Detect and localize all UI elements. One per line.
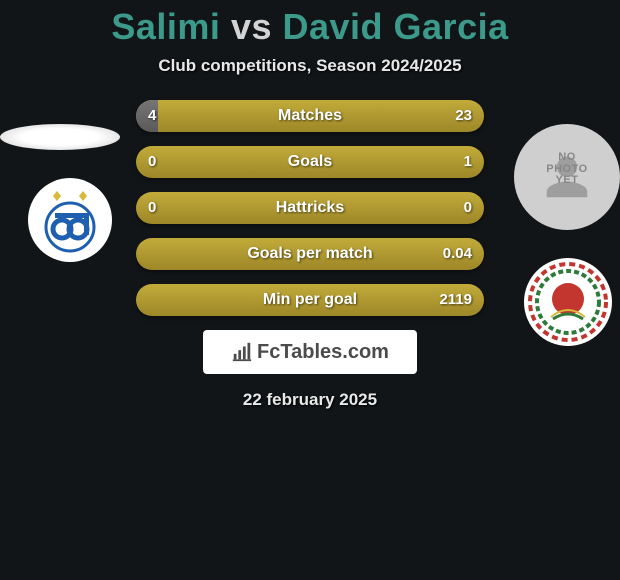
- al-rayyan-icon: [527, 261, 609, 343]
- stat-right-value: 1: [464, 146, 472, 178]
- stat-right-value: 2119: [439, 284, 472, 316]
- stat-label: Min per goal: [136, 284, 484, 316]
- player-left-photo: [0, 124, 120, 150]
- stat-label: Hattricks: [136, 192, 484, 224]
- brand-text: FcTables.com: [257, 341, 389, 364]
- stat-right-value: 23: [455, 100, 472, 132]
- brand-badge: FcTables.com: [203, 330, 417, 374]
- stat-row: 0Hattricks0: [136, 192, 484, 224]
- stat-label: Goals: [136, 146, 484, 178]
- stat-row: 4Matches23: [136, 100, 484, 132]
- stats-container: 4Matches230Goals10Hattricks0Goals per ma…: [136, 100, 484, 316]
- stat-row: Goals per match0.04: [136, 238, 484, 270]
- stat-right-value: 0.04: [443, 238, 472, 270]
- stat-label: Matches: [136, 100, 484, 132]
- stat-row: 0Goals1: [136, 146, 484, 178]
- no-photo-label: NOPHOTOYET: [514, 152, 620, 187]
- club-right-badge: [524, 258, 612, 346]
- stat-row: Min per goal2119: [136, 284, 484, 316]
- date-label: 22 february 2025: [0, 390, 620, 410]
- esteghlal-icon: [35, 185, 105, 255]
- bar-chart-icon: [231, 341, 253, 363]
- page-title: Salimi vs David Garcia: [0, 0, 620, 48]
- stat-label: Goals per match: [136, 238, 484, 270]
- stat-right-value: 0: [464, 192, 472, 224]
- player-right-photo: NOPHOTOYET: [514, 124, 620, 230]
- subtitle: Club competitions, Season 2024/2025: [0, 56, 620, 76]
- club-left-badge: [28, 178, 112, 262]
